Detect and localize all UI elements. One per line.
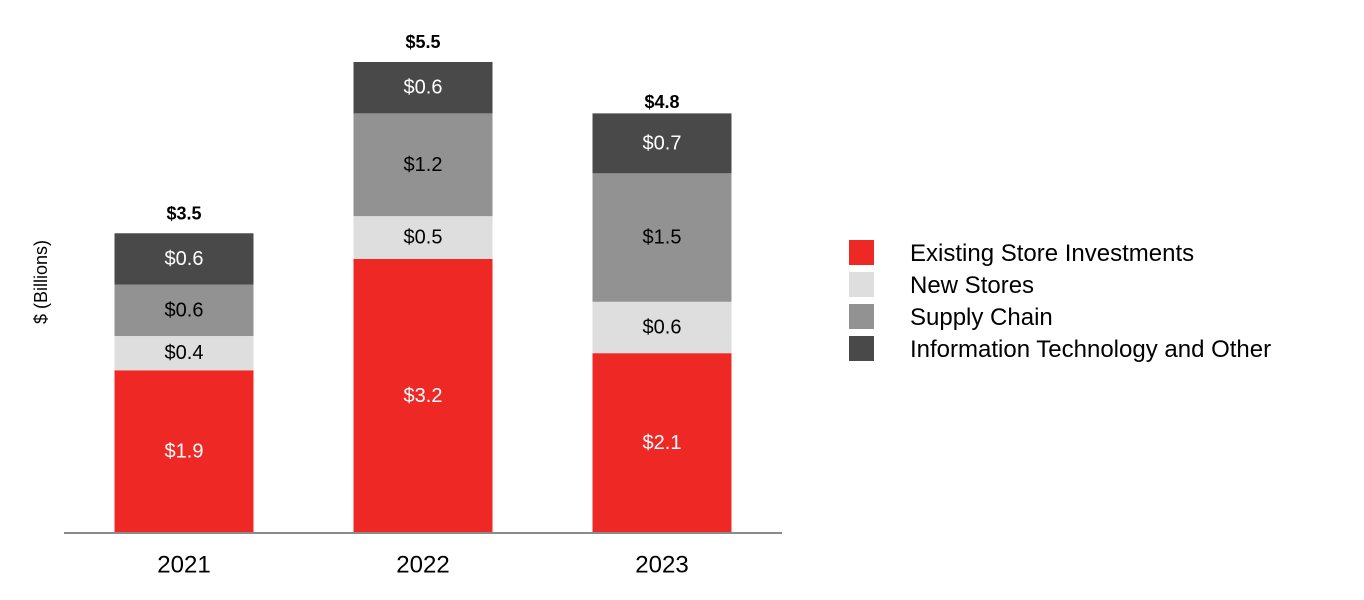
segment-value-label: $3.2: [404, 385, 443, 407]
legend-label-1: Existing Store Investments: [910, 240, 1194, 267]
legend-swatch-3: [849, 304, 874, 329]
bar-2023-segment-3: [592, 173, 732, 302]
x-tick-label-2023: 2023: [635, 552, 688, 579]
x-tick-label-2021: 2021: [157, 552, 210, 579]
bar-2021-segment-2: [114, 336, 254, 371]
segment-value-label: $0.6: [165, 299, 204, 321]
x-axis-ticks: 2021 2022 2023: [157, 552, 688, 579]
segment-value-label: $1.5: [643, 227, 682, 249]
total-label-2023: $4.8: [644, 92, 679, 112]
bar-2023-segment-4: [592, 113, 732, 174]
legend-label-2: New Stores: [910, 272, 1034, 299]
bars-group: $1.9 $0.4 $0.6 $0.6 $3.5 $3.2 $0.5 $1.2 $0.6 $5.5…: [114, 32, 732, 533]
segment-value-label: $0.6: [643, 316, 682, 338]
bar-2022-segment-1: [353, 258, 493, 533]
x-tick-label-2022: 2022: [396, 552, 449, 579]
legend: Existing Store Investments New Stores Supp…: [849, 240, 1271, 363]
bar-2023-segment-2: [592, 301, 732, 354]
segment-value-label: $0.7: [643, 132, 682, 154]
bar-2021-segment-4: [114, 233, 254, 285]
bar-2022-segment-4: [353, 62, 493, 114]
total-label-2021: $3.5: [166, 203, 201, 223]
segment-value-label: $0.6: [165, 248, 204, 270]
bar-2021-segment-1: [114, 370, 254, 533]
segment-value-label: $0.6: [404, 77, 443, 99]
bar-2022-segment-3: [353, 113, 493, 217]
legend-swatch-4: [849, 336, 874, 361]
y-axis-label: $ (Billions): [31, 240, 51, 324]
legend-label-4: Information Technology and Other: [910, 336, 1271, 363]
legend-swatch-2: [849, 272, 874, 297]
segment-value-label: $1.9: [165, 441, 204, 463]
segment-value-label: $2.1: [643, 432, 682, 454]
segment-value-label: $1.2: [404, 154, 443, 176]
bar-2021-segment-3: [114, 284, 254, 337]
bar-2022-segment-2: [353, 216, 493, 259]
segment-value-label: $0.5: [404, 227, 443, 249]
segment-value-label: $0.4: [165, 342, 204, 364]
bar-2023-segment-1: [592, 353, 732, 533]
total-label-2022: $5.5: [405, 32, 440, 52]
legend-swatch-1: [849, 240, 874, 265]
legend-label-3: Supply Chain: [910, 304, 1053, 331]
